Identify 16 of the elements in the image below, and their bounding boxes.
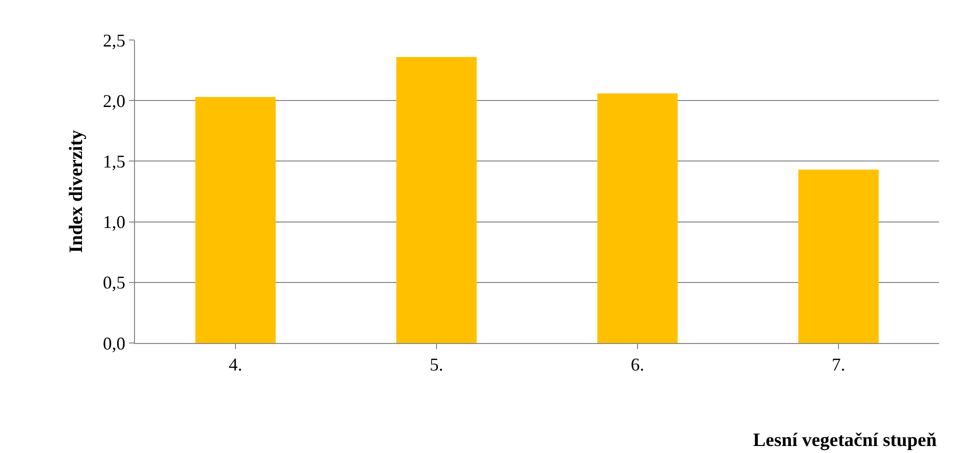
x-tick-label: 6. (630, 354, 644, 375)
x-tick-label: 7. (832, 354, 846, 375)
bar (597, 93, 678, 343)
x-tick-label: 4. (228, 354, 242, 375)
y-tick-label: 1,0 (102, 212, 126, 232)
y-tick-label: 0,5 (102, 272, 126, 293)
y-axis-title: Index diverzity (66, 130, 87, 253)
y-tick-label: 1,5 (102, 152, 126, 172)
x-tick-label: 5. (430, 354, 444, 375)
y-tick-label: 2,5 (102, 30, 126, 50)
y-tick-label: 0,0 (102, 333, 126, 354)
bar (798, 170, 879, 343)
bar (195, 96, 276, 343)
y-tick-label: 2,0 (102, 90, 126, 111)
x-axis-title: Lesní vegetační stupeň (753, 430, 938, 451)
bar (396, 56, 477, 343)
